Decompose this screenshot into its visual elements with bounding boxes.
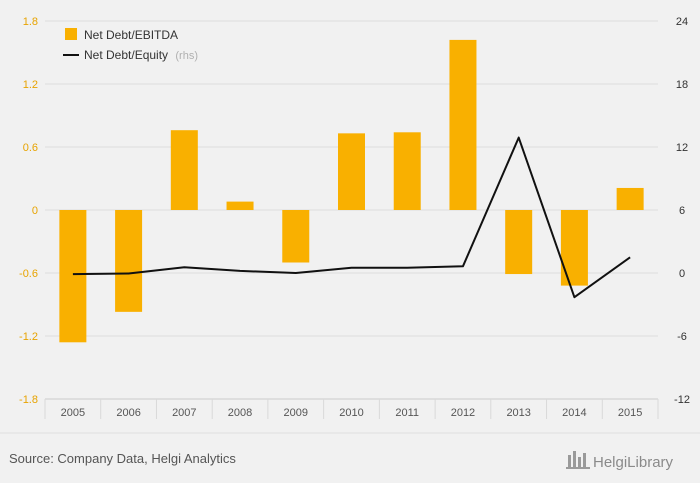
legend-bar-swatch	[65, 28, 77, 40]
left-tick-label: -1.2	[19, 331, 38, 343]
x-tick-label: 2013	[506, 407, 530, 419]
bar	[115, 210, 143, 312]
x-tick-label: 2011	[395, 407, 419, 419]
left-axis: 1.8 1.2 0.6 0 -0.6 -1.2 -1.8	[19, 16, 38, 406]
x-tick-label: 2007	[172, 407, 196, 419]
bar	[560, 210, 588, 286]
library-icon	[566, 451, 590, 469]
right-tick-label: 6	[679, 205, 685, 217]
right-tick-label: 0	[679, 268, 685, 280]
bar	[282, 210, 310, 263]
bar	[226, 201, 254, 210]
left-tick-label: 1.8	[23, 16, 38, 28]
bar	[393, 132, 421, 210]
bar	[59, 210, 87, 343]
legend-line-suffix: (rhs)	[175, 50, 198, 62]
x-axis: 2005 2006 2007 2008 2009 2010 2011 2012 2013 2014…	[44, 398, 659, 419]
right-tick-label: 24	[676, 16, 688, 28]
x-tick-label: 2010	[339, 407, 363, 419]
legend-line-label: Net Debt/Equity	[84, 48, 168, 62]
x-tick-label: 2005	[61, 407, 85, 419]
left-tick-label: 0	[32, 205, 38, 217]
bar	[170, 130, 198, 210]
right-axis: 24 18 12 6 0 -6 -12	[674, 16, 690, 406]
brand-logo: HelgiLibrary	[566, 451, 674, 471]
brand-name: HelgiLibrary	[593, 454, 674, 471]
x-tick-label: 2012	[451, 407, 475, 419]
line-series	[72, 136, 631, 299]
bar	[616, 187, 644, 210]
bar	[338, 133, 365, 210]
left-tick-label: 1.2	[23, 79, 38, 91]
right-tick-label: -12	[674, 394, 690, 406]
legend-bar-label: Net Debt/EBITDA	[84, 28, 178, 42]
left-tick-label: -1.8	[19, 394, 38, 406]
bar-series	[59, 39, 644, 343]
left-tick-label: -0.6	[19, 268, 38, 280]
source-note: Source: Company Data, Helgi Analytics	[9, 451, 236, 466]
legend: Net Debt/EBITDA Net Debt/Equity (rhs)	[63, 28, 198, 62]
right-tick-label: 18	[676, 79, 688, 91]
x-tick-label: 2015	[618, 407, 642, 419]
x-tick-label: 2009	[284, 407, 308, 419]
bar	[505, 210, 533, 275]
x-tick-label: 2006	[116, 407, 140, 419]
right-tick-label: -6	[677, 331, 687, 343]
x-tick-label: 2014	[562, 407, 586, 419]
line-path	[72, 136, 631, 299]
svg-text:Net Debt/Equity (rhs): Net Debt/Equity (rhs)	[84, 48, 198, 62]
bar	[449, 39, 477, 211]
left-tick-label: 0.6	[23, 142, 38, 154]
right-tick-label: 12	[676, 142, 688, 154]
x-tick-label: 2008	[228, 407, 252, 419]
